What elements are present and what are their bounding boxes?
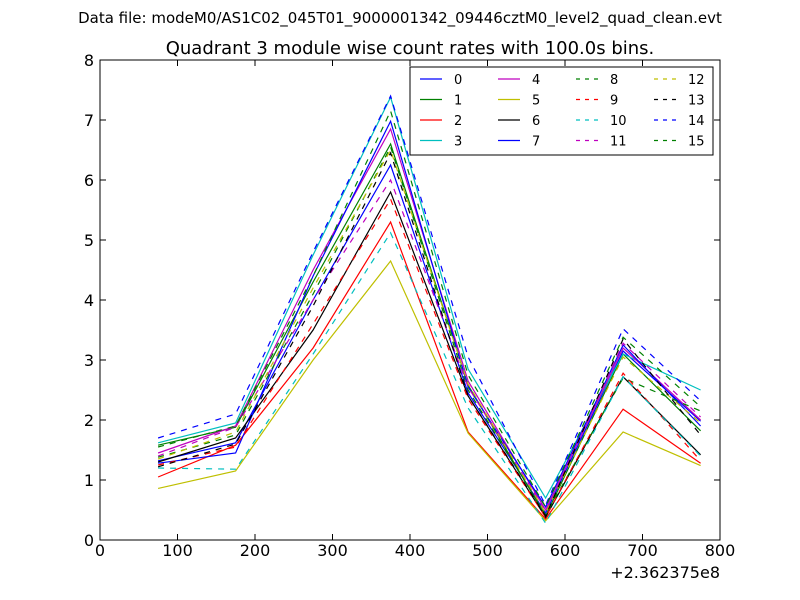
legend-label-13: 13 (688, 94, 705, 109)
legend-frame (409, 66, 714, 156)
legend-label-3: 3 (454, 135, 462, 150)
legend-label-2: 2 (454, 114, 462, 129)
legend-label-4: 4 (532, 73, 540, 88)
series-line-7 (158, 119, 702, 509)
legend-label-7: 7 (532, 135, 540, 150)
legend-label-15: 15 (688, 135, 705, 150)
x-tick-label: 800 (705, 541, 736, 560)
legend-label-14: 14 (688, 114, 705, 129)
series-line-8 (157, 145, 701, 516)
x-tick-label: 100 (162, 541, 193, 560)
y-tick-label: 2 (84, 411, 94, 430)
x-tick-label: 500 (472, 541, 503, 560)
legend-label-10: 10 (610, 114, 627, 129)
legend-label-0: 0 (454, 73, 462, 88)
y-tick-label: 1 (84, 471, 94, 490)
x-tick-label: 0 (95, 541, 105, 560)
legend-label-8: 8 (610, 73, 618, 88)
series-layer (157, 94, 702, 525)
y-tick-label: 4 (84, 291, 94, 310)
y-tick-label: 3 (84, 351, 94, 370)
y-tick-label: 5 (84, 231, 94, 250)
x-tick-label: 400 (395, 541, 426, 560)
series-line-15 (157, 109, 702, 509)
y-tick-label: 6 (84, 171, 94, 190)
x-tick-label: 200 (240, 541, 271, 560)
x-tick-label: 600 (550, 541, 581, 560)
series-line-3 (157, 95, 701, 500)
series-line-11 (157, 178, 702, 513)
x-tick-label: 700 (627, 541, 658, 560)
legend-label-12: 12 (688, 73, 705, 88)
legend-label-9: 9 (610, 94, 618, 109)
y-tick-label: 7 (84, 111, 94, 130)
legend-label-5: 5 (532, 94, 540, 109)
x-tick-label: 300 (317, 541, 348, 560)
series-line-1 (157, 142, 702, 518)
legend-label-1: 1 (454, 94, 462, 109)
series-line-6 (157, 190, 702, 519)
series-line-2 (157, 220, 701, 520)
series-line-13 (157, 151, 702, 518)
chart-title: Quadrant 3 module wise count rates with … (166, 38, 655, 59)
y-tick-label: 0 (84, 531, 94, 550)
figure-suptitle: Data file: modeM0/AS1C02_045T01_90000013… (78, 9, 722, 27)
series-line-10 (158, 231, 702, 525)
legend-label-6: 6 (532, 114, 540, 129)
series-line-5 (157, 259, 701, 522)
series-line-4 (157, 127, 702, 512)
legend-label-11: 11 (610, 135, 627, 150)
series-line-14 (157, 94, 702, 507)
x-offset-label: +2.362375e8 (610, 563, 720, 582)
y-tick-label: 8 (84, 51, 94, 70)
series-line-12 (157, 148, 701, 515)
